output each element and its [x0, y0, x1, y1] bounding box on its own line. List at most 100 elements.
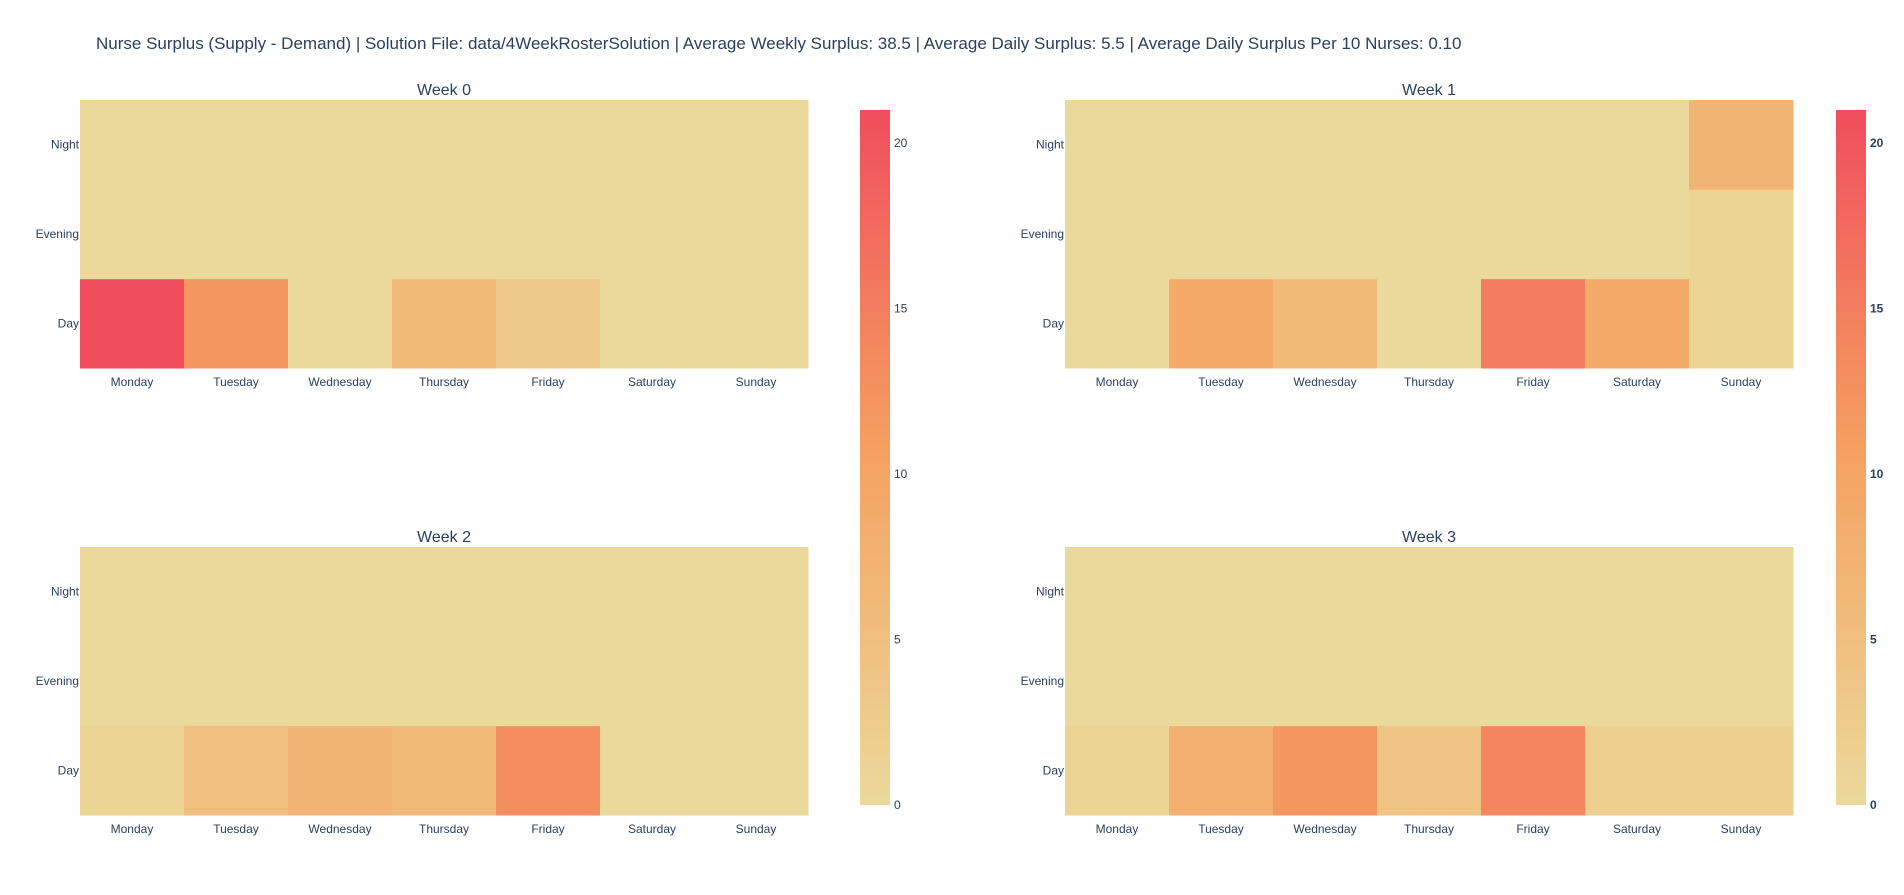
- heatmap-cell[interactable]: [1481, 547, 1586, 637]
- heatmap-cell[interactable]: [1273, 636, 1378, 727]
- heatmap-cell[interactable]: [704, 189, 809, 280]
- heatmap-cell[interactable]: [392, 636, 497, 727]
- heatmap-cell[interactable]: [704, 100, 809, 190]
- heatmap-cell[interactable]: [1481, 100, 1586, 190]
- heatmap-cell[interactable]: [1481, 189, 1586, 280]
- heatmap-cell[interactable]: [288, 547, 393, 637]
- heatmap-cell[interactable]: [704, 725, 809, 816]
- x-tick-label: Thursday: [419, 822, 469, 836]
- heatmap-cell[interactable]: [1169, 636, 1274, 727]
- heatmap-cell[interactable]: [704, 547, 809, 637]
- heatmap-cell[interactable]: [184, 725, 289, 816]
- heatmap-cell[interactable]: [392, 100, 497, 190]
- heatmap-cell[interactable]: [1689, 100, 1794, 190]
- heatmap-cell[interactable]: [600, 189, 705, 280]
- heatmap-cell[interactable]: [496, 278, 601, 369]
- heatmap-cell[interactable]: [1585, 189, 1690, 280]
- heatmap-cell[interactable]: [1585, 636, 1690, 727]
- heatmap-cell[interactable]: [1169, 278, 1274, 369]
- heatmap-cell[interactable]: [600, 547, 705, 637]
- heatmap-cell[interactable]: [1377, 278, 1482, 369]
- y-tick-label: Day: [58, 316, 79, 330]
- heatmap-cell[interactable]: [1689, 278, 1794, 369]
- heatmap-cell[interactable]: [392, 189, 497, 280]
- heatmap-cell[interactable]: [1273, 725, 1378, 816]
- heatmap-cell[interactable]: [600, 636, 705, 727]
- heatmap-cell[interactable]: [1689, 189, 1794, 280]
- heatmap-cell[interactable]: [1169, 189, 1274, 280]
- heatmap-panel-week-2: Week 2 Monday Tuesday Wednesday Thursday Frid…: [36, 529, 809, 836]
- heatmap-cell[interactable]: [1273, 278, 1378, 369]
- heatmap-cell[interactable]: [288, 278, 393, 369]
- heatmap-cell[interactable]: [704, 278, 809, 369]
- heatmap-cell[interactable]: [80, 189, 185, 280]
- heatmap-cell[interactable]: [1065, 278, 1170, 369]
- heatmap-panel-week-0: Week 0 Monday Tuesday Wednesday Thursday Frid…: [36, 82, 809, 389]
- heatmap-panel-week-1: Week 1 Monday Tuesday Wednesday Thursday Frid…: [1021, 82, 1794, 389]
- heatmap-cell[interactable]: [288, 725, 393, 816]
- heatmap-cell[interactable]: [1065, 189, 1170, 280]
- heatmap-cell[interactable]: [1481, 636, 1586, 727]
- heatmap-cell[interactable]: [496, 547, 601, 637]
- x-tick-label: Wednesday: [1293, 822, 1356, 836]
- heatmap-cell[interactable]: [1689, 636, 1794, 727]
- heatmap-cell[interactable]: [1065, 636, 1170, 727]
- heatmap-cell[interactable]: [80, 636, 185, 727]
- heatmap-cell[interactable]: [288, 189, 393, 280]
- heatmap-cell[interactable]: [184, 636, 289, 727]
- heatmap-cell[interactable]: [1377, 189, 1482, 280]
- heatmap-cell[interactable]: [80, 725, 185, 816]
- heatmap-cell[interactable]: [1273, 100, 1378, 190]
- heatmap-cell[interactable]: [1481, 278, 1586, 369]
- heatmap-cell[interactable]: [288, 636, 393, 727]
- y-tick-label: Night: [51, 138, 80, 152]
- heatmap-cell[interactable]: [1377, 547, 1482, 637]
- heatmap-cell[interactable]: [1377, 100, 1482, 190]
- x-tick-label: Friday: [531, 822, 564, 836]
- heatmap-cell[interactable]: [1481, 725, 1586, 816]
- heatmap-cell[interactable]: [1377, 725, 1482, 816]
- heatmap-cell[interactable]: [1273, 189, 1378, 280]
- heatmap-cell[interactable]: [1377, 636, 1482, 727]
- heatmap-cell[interactable]: [392, 725, 497, 816]
- heatmap-panel-week-3: Week 3 Monday Tuesday Wednesday Thursday Frid…: [1021, 529, 1794, 836]
- colorbar-gradient: [860, 110, 890, 805]
- heatmap-cell[interactable]: [1585, 100, 1690, 190]
- colorbar-tick-label: 10: [894, 467, 908, 481]
- heatmap-cell[interactable]: [184, 189, 289, 280]
- heatmap-cell[interactable]: [600, 278, 705, 369]
- colorbar-tick-label: 10: [1870, 467, 1884, 481]
- heatmap-cell[interactable]: [1689, 547, 1794, 637]
- heatmap-cell[interactable]: [1169, 725, 1274, 816]
- heatmap-cell[interactable]: [600, 725, 705, 816]
- heatmap-cell[interactable]: [1065, 547, 1170, 637]
- heatmap-cell[interactable]: [184, 100, 289, 190]
- heatmap-cell[interactable]: [80, 547, 185, 637]
- heatmap-cell[interactable]: [600, 100, 705, 190]
- colorbar-tick-label: 15: [1870, 302, 1884, 316]
- heatmap-cell[interactable]: [1065, 725, 1170, 816]
- heatmap-cell[interactable]: [1585, 278, 1690, 369]
- x-tick-label: Saturday: [628, 375, 676, 389]
- heatmap-cell[interactable]: [1065, 100, 1170, 190]
- heatmap-cell[interactable]: [496, 189, 601, 280]
- heatmap-cell[interactable]: [1689, 725, 1794, 816]
- heatmap-cell[interactable]: [1169, 100, 1274, 190]
- chart-title: Nurse Surplus (Supply - Demand) | Soluti…: [96, 34, 1461, 53]
- heatmap-cell[interactable]: [80, 100, 185, 190]
- heatmap-cell[interactable]: [184, 547, 289, 637]
- heatmap-cell[interactable]: [1169, 547, 1274, 637]
- heatmap-cell[interactable]: [1273, 547, 1378, 637]
- heatmap-cell[interactable]: [496, 725, 601, 816]
- heatmap-cell[interactable]: [392, 278, 497, 369]
- heatmap-cell[interactable]: [392, 547, 497, 637]
- heatmap-cell[interactable]: [80, 278, 185, 369]
- heatmap-cell[interactable]: [496, 100, 601, 190]
- heatmap-cell[interactable]: [704, 636, 809, 727]
- heatmap-cell[interactable]: [184, 278, 289, 369]
- heatmap-cell[interactable]: [288, 100, 393, 190]
- heatmap-cell[interactable]: [496, 636, 601, 727]
- heatmap-cell[interactable]: [1585, 547, 1690, 637]
- heatmap-cell[interactable]: [1585, 725, 1690, 816]
- x-tick-label: Thursday: [1404, 375, 1454, 389]
